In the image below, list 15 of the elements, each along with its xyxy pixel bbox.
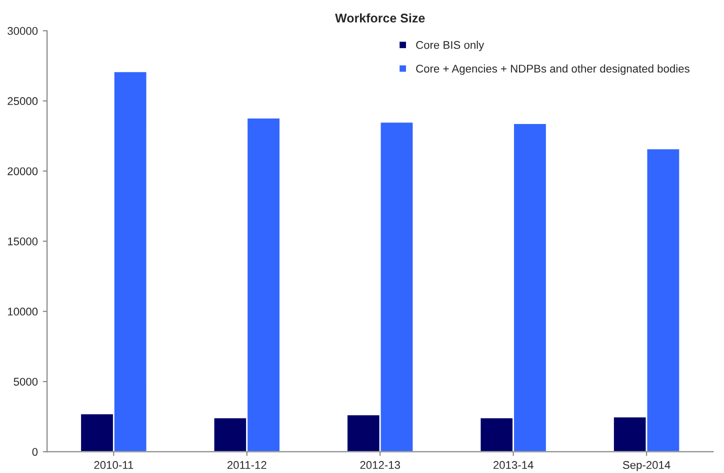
y-tick-label: 30000: [8, 27, 38, 35]
x-tick-label: 2012-13: [360, 461, 400, 469]
y-tick-label: 15000: [8, 237, 38, 246]
legend-label: Core + Agencies + NDPBs and other designated bodies: [416, 64, 690, 75]
x-tick-label: 2013-14: [493, 461, 534, 469]
x-tick-label: 2010-11: [94, 461, 134, 469]
y-tick-label: 20000: [8, 167, 38, 176]
legend-label: Core BIS only: [416, 40, 484, 52]
y-tick-label: 5000: [14, 378, 38, 386]
chart-title: Workforce Size: [335, 13, 425, 23]
x-tick-label: Sep-2014: [622, 461, 670, 472]
y-tick-label: 10000: [8, 308, 38, 316]
y-tick-label: 25000: [8, 97, 38, 106]
y-tick-label: 0: [32, 448, 38, 456]
x-tick-label: 2011-12: [227, 461, 266, 469]
